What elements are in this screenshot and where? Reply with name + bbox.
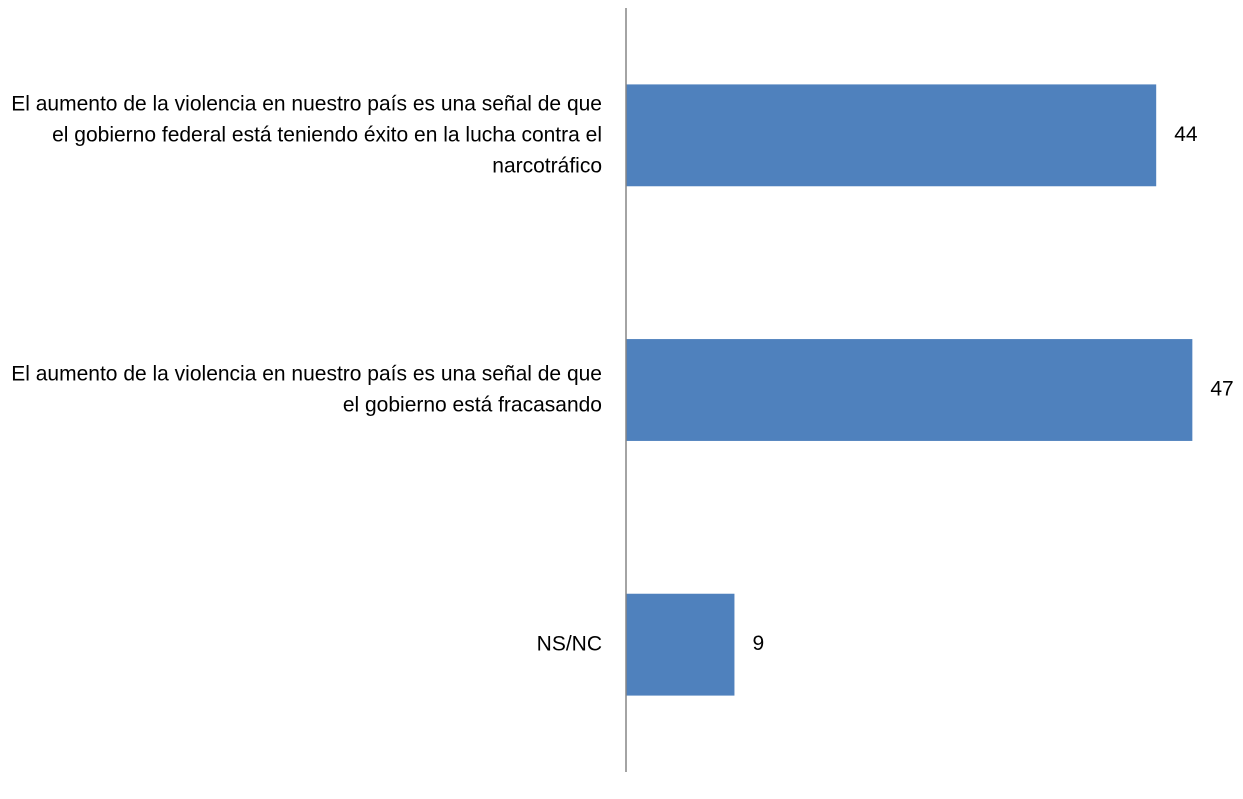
bar <box>626 84 1157 187</box>
value-label: 9 <box>752 632 764 655</box>
bar <box>626 339 1193 441</box>
value-label: 44 <box>1174 123 1198 146</box>
bar <box>626 593 735 696</box>
y-tick-label: El aumento de la violencia en nuestro pa… <box>11 362 602 416</box>
value-label: 47 <box>1210 378 1233 401</box>
y-tick-label: El aumento de la violencia en nuestro pa… <box>11 92 602 177</box>
y-tick-label: NS/NC <box>537 632 602 655</box>
